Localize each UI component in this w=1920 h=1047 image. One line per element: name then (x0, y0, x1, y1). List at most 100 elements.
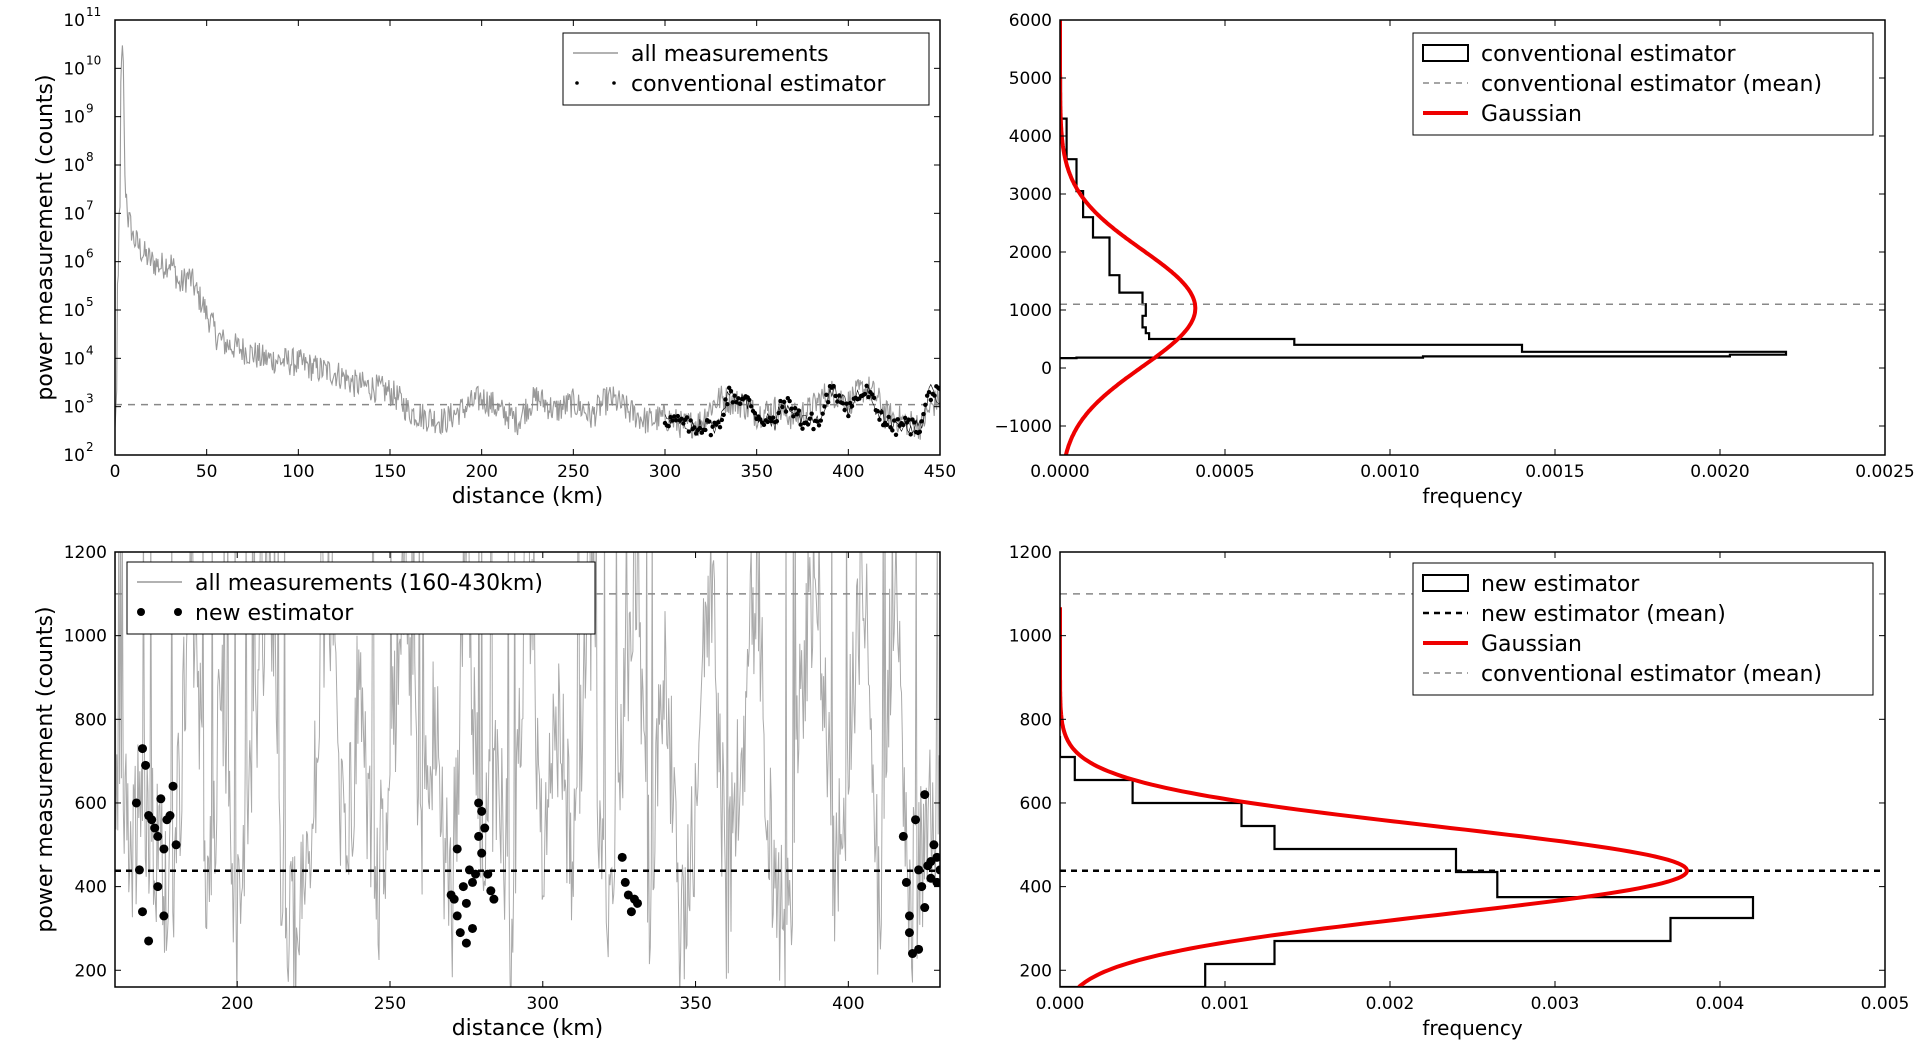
data-point (681, 421, 686, 426)
data-point (800, 426, 805, 431)
legend-marker (137, 608, 145, 616)
data-point (458, 882, 468, 892)
y-tick-label: 200 (1020, 961, 1052, 981)
data-point (477, 806, 487, 816)
chart-new-estimator-scatter: 200 250 300 350 400 200 400 600 800 1000 1200 dista… (33, 543, 941, 1041)
data-point (929, 840, 939, 850)
data-point (866, 394, 871, 400)
data-point (791, 414, 796, 419)
data-point (884, 422, 890, 428)
y-tick-label: 400 (75, 878, 107, 898)
data-point (932, 393, 937, 398)
data-point (895, 417, 901, 422)
y-tick-exponent: 11 (86, 5, 101, 19)
data-point (138, 907, 147, 917)
data-point (671, 414, 677, 419)
data-point (715, 419, 721, 425)
x-axis-label: frequency (1422, 484, 1522, 508)
data-point (620, 877, 630, 887)
data-point (787, 398, 792, 404)
y-axis-label: power measurement (counts) (33, 606, 58, 932)
data-point (765, 419, 770, 425)
data-point (717, 424, 723, 430)
data-point (920, 790, 930, 800)
data-point (862, 391, 868, 397)
data-point (893, 432, 899, 437)
data-point (816, 423, 822, 428)
series-new-estimator (131, 744, 940, 959)
data-point (703, 427, 708, 433)
data-point (767, 415, 772, 421)
data-point (901, 877, 911, 887)
plot-area (115, 45, 940, 440)
data-point (668, 414, 673, 420)
data-point (914, 865, 924, 875)
x-tick-label: 400 (832, 462, 864, 482)
legend-entry: conventional estimator (mean) (1481, 72, 1822, 97)
data-point (871, 395, 877, 401)
x-tick-label: 0 (110, 462, 121, 482)
data-point (879, 410, 884, 415)
legend-box (1412, 562, 1874, 696)
data-point (747, 397, 752, 403)
data-point (686, 429, 692, 434)
legend-entry: new estimator (1481, 572, 1640, 597)
data-point (917, 882, 927, 892)
data-point (781, 399, 787, 405)
data-point (692, 425, 697, 430)
x-tick-label: 200 (465, 462, 497, 482)
data-point (906, 417, 912, 422)
x-tick-label: 350 (679, 994, 711, 1014)
plot-area (115, 552, 940, 987)
data-point (898, 831, 908, 841)
y-tick-label: 10 (63, 398, 85, 418)
data-point (917, 429, 923, 435)
data-point (617, 852, 627, 862)
data-point (911, 815, 921, 825)
data-point (904, 911, 914, 921)
data-point (901, 422, 906, 428)
data-point (679, 416, 684, 422)
y-tick-label: 10 (63, 59, 85, 79)
data-point (141, 760, 151, 770)
y-tick-label: 200 (75, 961, 107, 981)
data-point (836, 393, 842, 398)
data-point (792, 406, 798, 411)
x-tick-label: 150 (374, 462, 406, 482)
data-point (923, 402, 928, 408)
data-point (869, 392, 875, 397)
data-point (474, 798, 484, 808)
data-point (171, 840, 181, 850)
data-point (761, 422, 767, 428)
data-point (846, 413, 851, 419)
data-point (794, 412, 800, 417)
y-tick-label: 10 (63, 204, 85, 224)
histogram-new-estimator (1060, 736, 1755, 987)
x-tick-label: 100 (282, 462, 314, 482)
legend-box (126, 561, 596, 635)
y-tick-exponent: 8 (86, 150, 94, 164)
data-point (825, 399, 831, 405)
plot-area (1060, 593, 1885, 987)
data-point (168, 781, 178, 791)
y-tick-label: 1000 (64, 627, 107, 647)
data-point (159, 911, 169, 921)
x-tick-label: 0.001 (1201, 994, 1250, 1014)
data-point (886, 414, 891, 420)
legend-patch (1422, 44, 1469, 62)
data-point (796, 408, 802, 413)
data-point (807, 416, 813, 421)
data-point (877, 417, 882, 422)
y-tick-label: 10 (63, 301, 85, 321)
data-point (831, 383, 836, 389)
data-point (776, 410, 781, 416)
legend-entry: new estimator (mean) (1481, 602, 1726, 627)
data-point (165, 811, 175, 821)
data-point (134, 865, 144, 875)
y-tick-exponent: 9 (86, 102, 94, 116)
data-point (809, 411, 814, 416)
series-all-measurements (115, 45, 940, 440)
y-tick-label: 3000 (1009, 185, 1052, 205)
